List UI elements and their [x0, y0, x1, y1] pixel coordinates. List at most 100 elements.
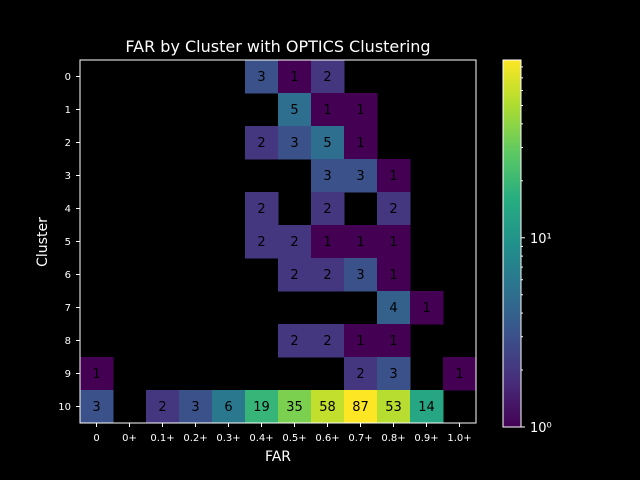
colorbar-ticks: 10⁰ 10¹: [521, 66, 552, 436]
heatmap-cell: [344, 390, 378, 424]
heatmap-cell: [344, 258, 378, 292]
heatmap-cell: [278, 390, 312, 424]
y-tick-label: 2: [65, 138, 71, 149]
cell-value-label: 2: [257, 235, 265, 250]
heatmap-cell: [311, 60, 345, 94]
heatmap-cell: [377, 324, 411, 358]
heatmap-cell: [377, 357, 411, 391]
cell-value-label: 2: [356, 367, 364, 382]
cell-value-label: 6: [224, 400, 232, 415]
x-tick-label: 1.0+: [447, 433, 471, 444]
heatmap-cell: [311, 192, 345, 226]
cell-value-label: 3: [257, 70, 265, 85]
cell-value-label: 58: [319, 400, 336, 415]
cell-value-label: 1: [455, 367, 463, 382]
cell-value-label: 19: [253, 400, 270, 415]
heatmap-cells: 3 1 25 1 12 3 5 13 3 12 2 22 2 1 1 12 2 3 14 12 2 1 11 2 3 13 2 3 6 1…: [80, 60, 477, 424]
x-axis-ticks: 0 0+ 0.1+ 0.2+ 0.3+ 0.4+ 0.5+ 0.6+ 0.7+ 0.8+ 0.9+ 1…: [93, 423, 472, 444]
cell-value-label: 2: [323, 334, 331, 349]
heatmap-cell: [278, 126, 312, 160]
heatmap-cell: [179, 390, 213, 424]
cell-value-label: 1: [389, 235, 397, 250]
y-tick-label: 7: [65, 303, 71, 314]
heatmap-cell: [377, 192, 411, 226]
y-tick-label: 8: [65, 336, 71, 347]
cell-value-label: 14: [418, 400, 435, 415]
heatmap-cell: [377, 291, 411, 325]
cell-value-label: 1: [389, 334, 397, 349]
cell-value-label: 2: [323, 268, 331, 283]
colorbar-gradient: [502, 59, 522, 428]
heatmap-cell: [377, 258, 411, 292]
heatmap-cell: [278, 324, 312, 358]
heatmap-cell: [245, 192, 279, 226]
heatmap-cell: [311, 390, 345, 424]
cell-value-label: 1: [356, 334, 364, 349]
cell-value-label: 3: [191, 400, 199, 415]
x-tick-label: 0: [93, 433, 99, 444]
heatmap-cell: [245, 60, 279, 94]
y-tick-label: 0: [65, 72, 71, 83]
heatmap-cell: [311, 159, 345, 193]
heatmap-cell: [245, 126, 279, 160]
heatmap-cell: [443, 357, 477, 391]
heatmap-cell: [311, 93, 345, 127]
heatmap-cell: [377, 159, 411, 193]
chart-title: FAR by Cluster with OPTICS Clustering: [125, 37, 430, 56]
heatmap-cell: [311, 324, 345, 358]
x-axis-label: FAR: [265, 449, 291, 465]
cell-value-label: 1: [389, 169, 397, 184]
heatmap-cell: [212, 390, 246, 424]
cell-value-label: 1: [389, 268, 397, 283]
cell-value-label: 1: [323, 235, 331, 250]
colorbar-tick-label: 10⁰: [530, 421, 552, 436]
cell-value-label: 3: [92, 400, 100, 415]
cell-value-label: 2: [290, 268, 298, 283]
cell-value-label: 5: [323, 136, 331, 151]
x-tick-label: 0.2+: [183, 433, 207, 444]
y-tick-label: 9: [65, 369, 71, 380]
heatmap-cell: [278, 258, 312, 292]
cell-value-label: 2: [323, 202, 331, 217]
heatmap-cell: [245, 390, 279, 424]
cell-value-label: 3: [356, 169, 364, 184]
y-axis-ticks: 0 1 2 3 4 5 6 7 8 9 10: [58, 72, 80, 413]
heatmap-cell: [344, 93, 378, 127]
x-tick-label: 0.9+: [414, 433, 438, 444]
x-tick-label: 0.4+: [249, 433, 273, 444]
cell-value-label: 5: [290, 103, 298, 118]
heatmap-cell: [377, 225, 411, 259]
cell-value-label: 1: [92, 367, 100, 382]
y-tick-label: 6: [65, 270, 71, 281]
heatmap-cell: [311, 225, 345, 259]
cell-value-label: 3: [356, 268, 364, 283]
cell-value-label: 1: [290, 70, 298, 85]
cell-value-label: 1: [422, 301, 430, 316]
heatmap-cell: [278, 93, 312, 127]
cell-value-label: 2: [158, 400, 166, 415]
heatmap-cell: [344, 126, 378, 160]
cell-value-label: 2: [290, 235, 298, 250]
y-tick-label: 3: [65, 171, 71, 182]
cell-value-label: 1: [356, 103, 364, 118]
heatmap-cell: [344, 225, 378, 259]
heatmap-cell: [245, 225, 279, 259]
heatmap-cell: [410, 291, 444, 325]
cell-value-label: 53: [385, 400, 402, 415]
cell-value-label: 87: [352, 400, 369, 415]
cell-value-label: 2: [290, 334, 298, 349]
y-axis-label: Cluster: [35, 217, 51, 267]
cell-value-label: 3: [290, 136, 298, 151]
heatmap-cell: [80, 390, 114, 424]
y-tick-label: 4: [65, 204, 71, 215]
heatmap-cell: [344, 357, 378, 391]
cell-value-label: 3: [389, 367, 397, 382]
x-tick-label: 0.7+: [348, 433, 372, 444]
y-tick-label: 10: [58, 402, 71, 413]
x-tick-label: 0.1+: [150, 433, 174, 444]
cell-value-label: 2: [389, 202, 397, 217]
x-tick-label: 0.3+: [216, 433, 240, 444]
colorbar: 10⁰ 10¹: [502, 59, 552, 436]
heatmap-cell: [278, 225, 312, 259]
